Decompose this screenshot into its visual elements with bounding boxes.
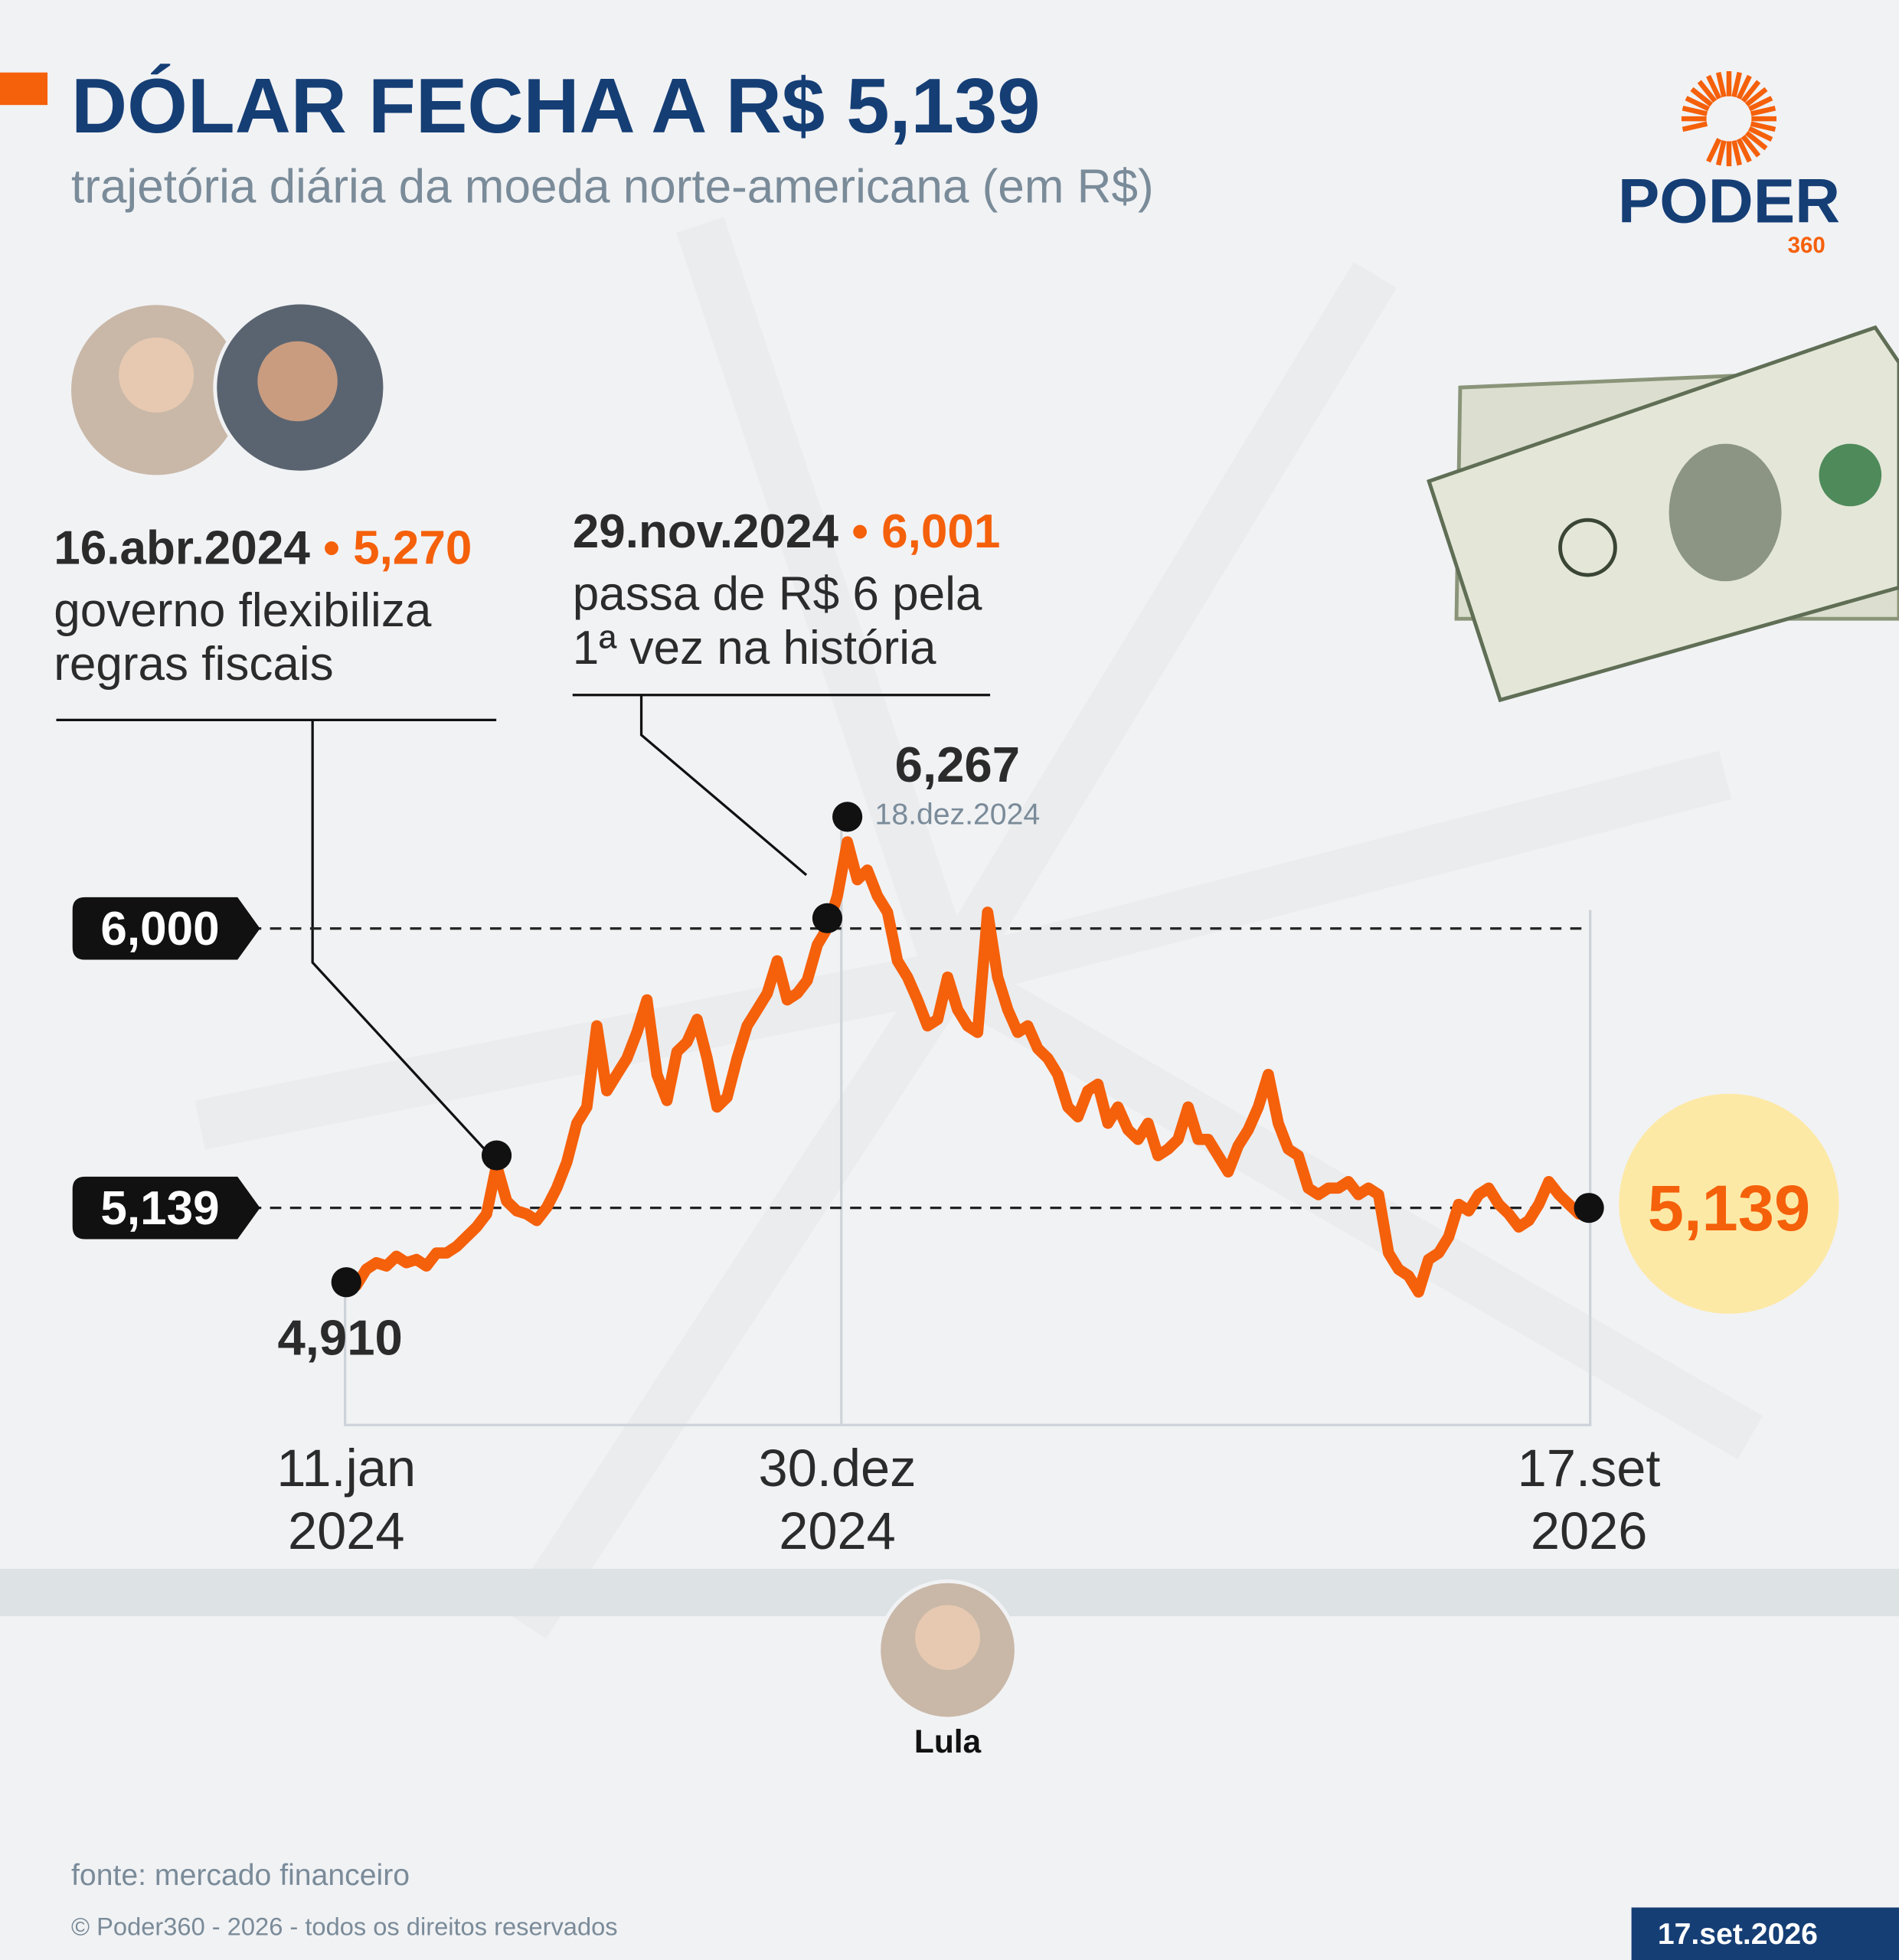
- annotation: 16.abr.2024 • 5,270 governo flexibiliza r…: [54, 522, 472, 694]
- point: [1574, 1193, 1604, 1223]
- x-tick-label: 30.dez 2024: [758, 1439, 917, 1561]
- logo-sub: 360: [1788, 233, 1825, 258]
- point: [812, 903, 843, 933]
- logo-text: PODER: [1618, 167, 1840, 237]
- x-tick-label: 11.jan 2024: [276, 1439, 417, 1561]
- point: [481, 1140, 512, 1171]
- annotation-text: passa de R$ 6 pela 1ª vez na história: [572, 568, 982, 676]
- point: [832, 802, 863, 832]
- title-marker: [0, 72, 48, 106]
- date-badge: [1631, 1907, 1899, 1960]
- annotation-title: 29.nov.2024: [572, 506, 838, 559]
- photos: [71, 300, 387, 475]
- background-rays: [194, 217, 1763, 1639]
- annotation-text: governo flexibiliza regras fiscais: [54, 584, 432, 692]
- source: fonte: mercado financeiro: [71, 1859, 410, 1892]
- tick-badge: [72, 897, 260, 960]
- leaders: [56, 694, 991, 1154]
- point: [331, 1267, 361, 1298]
- date: 17.set.2026: [1658, 1918, 1818, 1951]
- annotation-title: 16.abr.2024: [54, 522, 310, 576]
- x-tick-label: 17.set 2026: [1517, 1439, 1661, 1561]
- annotation: 29.nov.2024 • 6,001 passa de R$ 6 pela 1ª…: [573, 506, 1001, 678]
- dollar-bills: [1427, 325, 1899, 703]
- y-tick-label: 6,000: [100, 903, 219, 956]
- peak-date: 18.dez.2024: [875, 799, 1041, 831]
- frame: [343, 825, 1592, 1426]
- value-label: 6,267: [895, 737, 1020, 792]
- y-tick-label: 5,139: [100, 1182, 219, 1235]
- tick-badge: [72, 1176, 260, 1240]
- annotation-value: 6,001: [881, 506, 1001, 559]
- annotation-value: 5,270: [353, 522, 472, 576]
- value-label: 5,139: [1648, 1171, 1810, 1244]
- title: DÓLAR FECHA A R$ 5,139: [71, 63, 1040, 149]
- subtitle: trajetória diária da moeda norte-america…: [71, 160, 1154, 213]
- value-label: 4,910: [277, 1309, 402, 1365]
- line: [344, 836, 1592, 1298]
- logo: PODER 360: [1618, 71, 1840, 258]
- photo-caption: Lula: [914, 1723, 982, 1759]
- copyright: © Poder360 - 2026 - todos os direitos re…: [71, 1912, 618, 1940]
- highlight-circle: [1619, 1093, 1839, 1314]
